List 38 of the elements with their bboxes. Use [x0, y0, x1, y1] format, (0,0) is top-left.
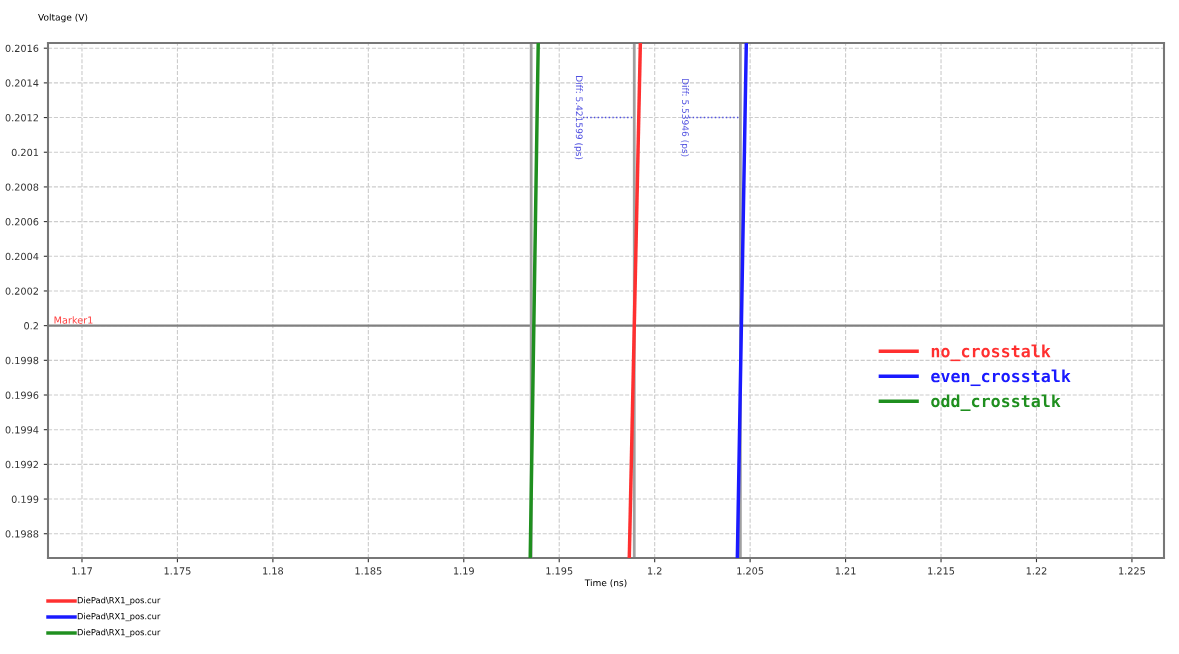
x-tick-label: 1.185: [355, 567, 382, 575]
x-tick-label: 1.19: [454, 567, 474, 575]
x-tick-label: 1.225: [1119, 567, 1145, 575]
x-tick-label: 1.21: [835, 567, 856, 575]
legend-label: even_crosstalk: [931, 369, 1071, 387]
x-tick-label: 1.22: [1026, 567, 1047, 575]
y-tick-label: 0.2: [24, 322, 38, 330]
y-tick-label: 0.1996: [5, 391, 39, 399]
x-tick-label: 1.175: [164, 567, 191, 575]
text: DiePad\RX1_pos.cur: [77, 612, 161, 622]
text: DiePad\RX1_pos.cur: [77, 596, 161, 606]
y-tick-label: 0.1992: [5, 460, 38, 469]
y-tick-label: 0.201: [11, 148, 39, 157]
y-tick-label: 0.2006: [5, 218, 39, 226]
x-tick-label: 1.18: [263, 567, 284, 575]
annotation: Diff: 5.421599 (ps): [574, 76, 583, 160]
y-tick-label: 0.1994: [5, 426, 39, 434]
y-axis-title: Voltage (V): [38, 13, 88, 23]
ref-line-label: Marker1: [54, 316, 93, 324]
y-tick-label: 0.2004: [5, 252, 39, 261]
y-tick-label: 0.1988: [5, 530, 39, 538]
legend-label: no_crosstalk: [931, 344, 1051, 362]
legend-label: odd_crosstalk: [931, 394, 1061, 411]
y-tick-label: 0.2016: [5, 44, 39, 53]
x-axis-title: Time (ns): [584, 579, 627, 588]
y-tick-label: 0.2012: [5, 114, 38, 122]
y-tick-label: 0.2014: [5, 79, 39, 87]
y-tick-label: 0.2008: [5, 183, 39, 191]
x-tick-label: 1.195: [546, 567, 573, 575]
y-tick-label: 0.199: [11, 495, 39, 503]
y-tick-label: 0.1998: [5, 356, 39, 365]
text: DiePad\RX1_pos.cur: [77, 628, 161, 638]
y-tick-label: 0.2002: [5, 287, 38, 295]
x-tick-label: 1.17: [72, 567, 92, 575]
annotation: Diff: 5.53946 (ps): [680, 78, 689, 157]
x-tick-label: 1.205: [737, 567, 764, 575]
x-tick-label: 1.215: [928, 567, 955, 575]
x-tick-label: 1.2: [648, 567, 662, 575]
